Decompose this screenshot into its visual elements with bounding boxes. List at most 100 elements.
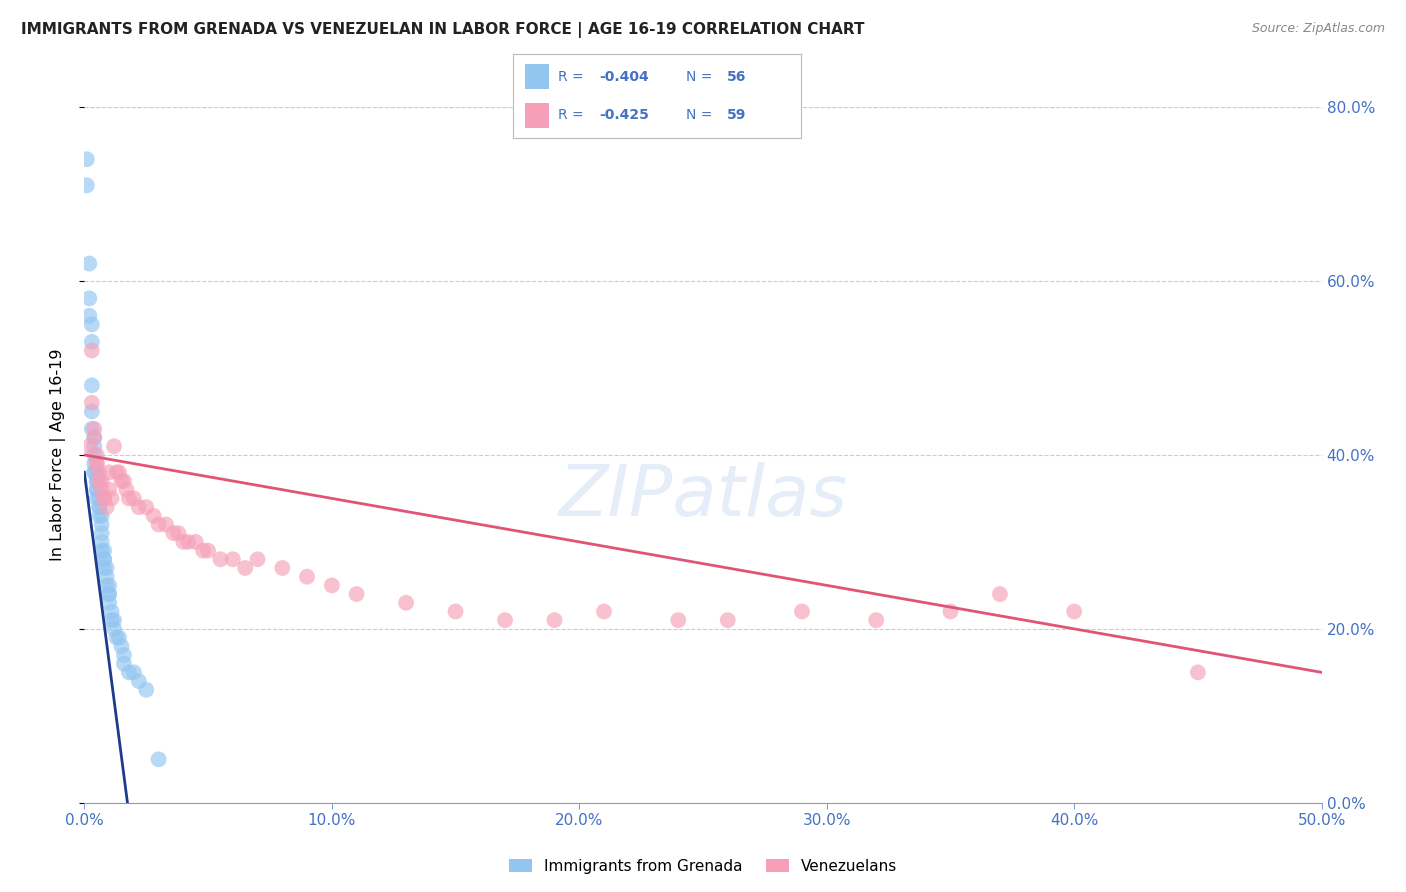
Point (86, 491, 108, 506)
Text: R =: R = (558, 70, 588, 84)
Point (80, 378, 103, 392)
Point (90, 534, 112, 549)
Point (89, 500, 111, 514)
Point (246, 552, 269, 566)
Point (89, 508, 111, 523)
Point (100, 491, 122, 506)
Point (112, 474, 135, 488)
Point (86, 448, 108, 462)
Point (543, 613, 565, 627)
Point (93, 552, 115, 566)
Point (80, 404, 103, 418)
Point (191, 543, 214, 558)
Point (108, 466, 131, 480)
Point (717, 613, 740, 627)
Point (83, 422, 105, 436)
Point (790, 605, 813, 619)
Point (135, 682, 157, 697)
Point (118, 491, 141, 506)
Point (222, 552, 245, 566)
Point (86, 474, 108, 488)
Point (172, 534, 194, 549)
Point (98, 578, 121, 592)
Point (103, 613, 125, 627)
Y-axis label: In Labor Force | Age 16-19: In Labor Force | Age 16-19 (49, 349, 66, 561)
Point (98, 587, 121, 601)
Point (155, 517, 177, 532)
Point (494, 613, 516, 627)
Point (128, 674, 150, 689)
Point (90, 543, 112, 558)
Point (83, 457, 105, 471)
Point (321, 578, 343, 592)
Point (162, 526, 184, 541)
Point (86, 466, 108, 480)
Point (167, 526, 190, 541)
Point (83, 431, 105, 445)
Point (86, 483, 108, 497)
Point (89, 474, 111, 488)
Point (93, 561, 115, 575)
Point (108, 631, 131, 645)
Point (80, 396, 103, 410)
Point (93, 543, 115, 558)
Point (197, 543, 219, 558)
Point (100, 605, 122, 619)
Point (98, 483, 121, 497)
Point (96, 570, 118, 584)
Point (79, 309, 101, 323)
Point (112, 657, 135, 671)
Point (93, 491, 115, 506)
Point (184, 534, 207, 549)
Point (105, 466, 128, 480)
Point (110, 639, 132, 653)
Point (110, 474, 132, 488)
Point (593, 605, 616, 619)
Legend: Immigrants from Grenada, Venezuelans: Immigrants from Grenada, Venezuelans (503, 853, 903, 880)
Point (98, 587, 121, 601)
Text: 59: 59 (727, 108, 745, 122)
Point (76, 178, 98, 193)
Point (122, 665, 145, 680)
Point (98, 596, 121, 610)
Point (209, 552, 232, 566)
Point (83, 466, 105, 480)
Point (83, 431, 105, 445)
Text: Source: ZipAtlas.com: Source: ZipAtlas.com (1251, 22, 1385, 36)
Point (271, 561, 294, 575)
Point (96, 578, 118, 592)
Point (105, 631, 128, 645)
Point (148, 517, 170, 532)
Point (988, 587, 1011, 601)
Text: -0.404: -0.404 (599, 70, 650, 84)
Point (118, 665, 141, 680)
Point (444, 605, 467, 619)
Point (80, 334, 103, 349)
Point (103, 622, 125, 636)
Text: 56: 56 (727, 70, 745, 84)
Point (103, 439, 125, 453)
Point (90, 474, 112, 488)
Point (90, 508, 112, 523)
Point (135, 500, 157, 514)
Point (86, 457, 108, 471)
Point (395, 596, 418, 610)
Point (295, 570, 318, 584)
Point (80, 318, 103, 332)
Point (939, 605, 962, 619)
Point (90, 526, 112, 541)
Point (346, 587, 368, 601)
Point (100, 613, 122, 627)
Point (83, 466, 105, 480)
Text: ZIPatlas: ZIPatlas (558, 462, 848, 531)
Point (666, 613, 689, 627)
Point (90, 517, 112, 532)
Point (1063, 605, 1085, 619)
Point (93, 491, 115, 506)
Bar (524, 63, 550, 89)
Point (89, 491, 111, 506)
Point (96, 561, 118, 575)
Point (233, 561, 256, 575)
Point (76, 152, 98, 166)
Point (93, 552, 115, 566)
